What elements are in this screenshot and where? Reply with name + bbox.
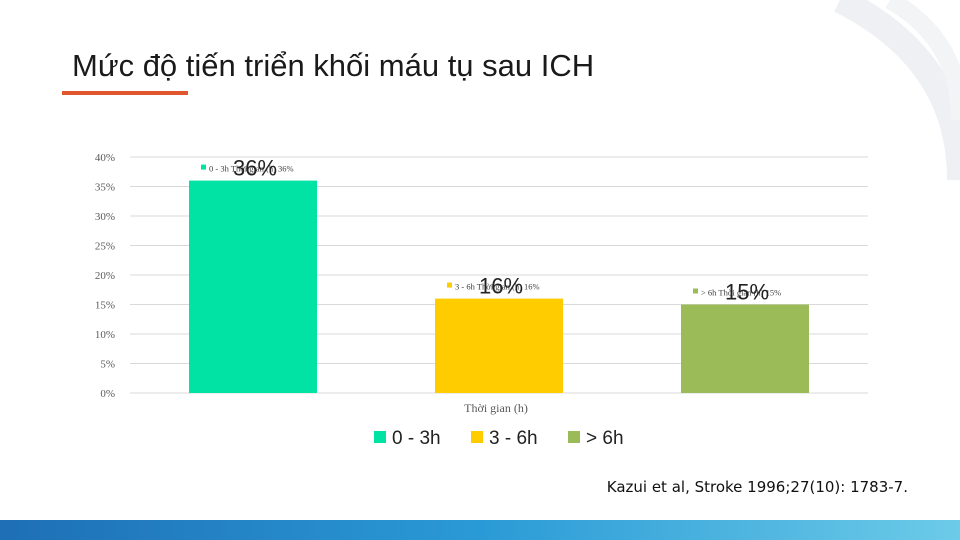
legend-entry: 3 - 6h [489,428,538,449]
y-tick-label: 0% [100,388,115,400]
data-label: 15% [725,280,769,305]
y-tick-label: 10% [95,329,115,341]
data-label-detail: 3 - 6h Thời gian (h) 16% [455,282,540,292]
bar [681,304,809,393]
title-underline [62,91,188,95]
y-tick-label: 25% [95,241,115,253]
legend-swatch [471,431,483,443]
bottom-bar [0,520,960,540]
x-axis-title: Thời gian (h) [464,401,528,415]
slide-title: Mức độ tiến triển khối máu tụ sau ICH [72,48,595,83]
data-label-swatch [693,288,698,294]
legend-entry: > 6h [586,428,624,449]
data-label-detail: 0 - 3h Thời gian (h) 36% [209,164,294,174]
corner-decoration [834,0,960,180]
y-tick-label: 40% [95,152,115,164]
data-label-swatch [201,164,206,170]
citation: Kazui et al, Stroke 1996;27(10): 1783-7. [606,478,908,496]
legend-entry: 0 - 3h [392,428,441,449]
data-label: 36% [233,156,277,181]
bar [435,298,563,393]
bar [189,180,317,393]
y-tick-label: 20% [95,270,115,282]
y-tick-label: 35% [95,182,115,194]
data-label-detail: > 6h Thời gian (h) 15% [701,288,781,298]
data-label: 16% [479,274,523,299]
data-label-swatch [447,282,452,288]
legend-swatch [374,431,386,443]
legend-swatch [568,431,580,443]
y-tick-label: 30% [95,211,115,223]
y-tick-label: 15% [95,300,115,312]
y-tick-label: 5% [100,359,115,371]
